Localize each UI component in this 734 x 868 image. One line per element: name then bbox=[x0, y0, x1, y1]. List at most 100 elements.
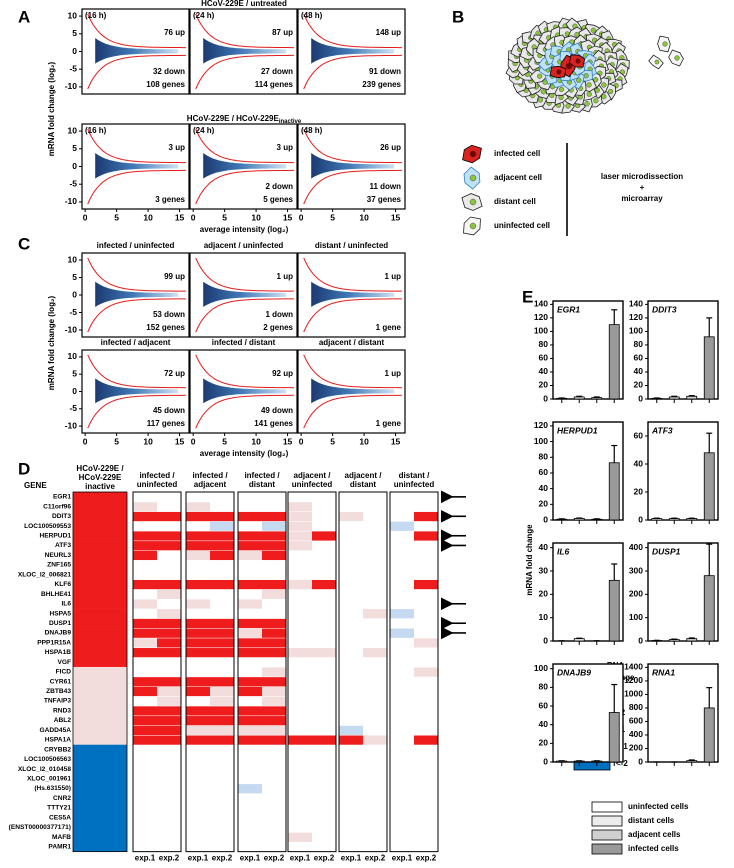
heat-cell bbox=[210, 813, 234, 823]
legend-label: infected cells bbox=[628, 844, 679, 853]
heat-cell bbox=[186, 511, 210, 522]
gene-count: 114 genes bbox=[255, 80, 294, 89]
heat-cell bbox=[390, 764, 414, 774]
group-frame bbox=[338, 491, 388, 853]
gene-label: LOC100509553 bbox=[24, 523, 71, 530]
y-tick-label: 10 bbox=[539, 612, 549, 622]
heat-cell bbox=[238, 618, 262, 629]
point-cloud bbox=[311, 378, 395, 404]
heat-cell bbox=[390, 774, 414, 784]
heat-cell bbox=[262, 725, 286, 735]
bar bbox=[608, 324, 620, 400]
heat-cell bbox=[210, 618, 234, 629]
cell-nucleus bbox=[586, 91, 592, 97]
threshold-curve bbox=[195, 128, 294, 164]
y-tick-label: 100 bbox=[534, 663, 548, 673]
heat-cell bbox=[238, 570, 262, 580]
heat-cell bbox=[238, 832, 262, 842]
heat-cell bbox=[73, 530, 127, 541]
heat-cell bbox=[157, 725, 181, 735]
y-tick-label: -5 bbox=[69, 403, 77, 413]
heat-cell bbox=[73, 676, 127, 687]
heat-cell bbox=[414, 550, 438, 561]
gene-label: NEURL3 bbox=[45, 552, 72, 559]
heat-cell bbox=[238, 677, 262, 687]
heat-cell bbox=[390, 648, 414, 658]
heat-cell bbox=[73, 822, 127, 833]
group-header: adjacent / bbox=[294, 471, 332, 480]
heat-cell bbox=[339, 560, 363, 570]
heat-cell bbox=[339, 521, 363, 531]
gene-label: ZNF165 bbox=[47, 562, 71, 569]
heat-cell bbox=[133, 784, 157, 794]
y-tick-label: 100 bbox=[629, 612, 643, 622]
gene-label: XLOC_001961 bbox=[27, 775, 71, 782]
y-tick-label: 0 bbox=[638, 635, 643, 645]
heat-cell bbox=[363, 716, 387, 726]
heat-cell bbox=[390, 803, 414, 813]
heat-cell bbox=[186, 521, 210, 531]
plot-frame bbox=[297, 8, 406, 95]
threshold-curve bbox=[195, 169, 294, 205]
y-axis-label: mRNA fold change bbox=[525, 524, 534, 596]
gene-label: HSPA1A bbox=[45, 737, 71, 744]
heat-cell bbox=[210, 550, 234, 561]
y-tick-label: 60 bbox=[634, 353, 644, 363]
heat-cell bbox=[133, 754, 157, 765]
heat-cell bbox=[390, 793, 414, 804]
x-tick-label: 0 bbox=[191, 212, 196, 222]
y-tick-label: 0 bbox=[543, 635, 548, 645]
cell-nucleus bbox=[662, 41, 668, 47]
gene-label: BHLHE41 bbox=[41, 591, 71, 598]
heat-cell bbox=[363, 502, 387, 512]
heat-cell bbox=[73, 705, 127, 716]
heat-cell bbox=[186, 657, 210, 667]
heat-cell bbox=[390, 589, 414, 599]
heat-cell bbox=[288, 521, 312, 531]
x-tick-label: 0 bbox=[191, 436, 196, 446]
gene-title: IL6 bbox=[557, 546, 570, 556]
heat-cell bbox=[157, 599, 181, 609]
gene-label: IL6 bbox=[61, 601, 71, 608]
heat-cell bbox=[238, 560, 262, 570]
heat-cell bbox=[390, 599, 414, 609]
heat-cell bbox=[363, 686, 387, 697]
heat-cell bbox=[339, 609, 363, 619]
heat-cell bbox=[312, 822, 336, 833]
heat-cell bbox=[339, 764, 363, 774]
exp-label: exp.2 bbox=[416, 854, 437, 863]
group-frame bbox=[287, 491, 337, 853]
heat-cell bbox=[339, 706, 363, 716]
up-count: 72 up bbox=[164, 369, 185, 378]
down-count: 91 down bbox=[369, 67, 401, 76]
cell-nucleus bbox=[674, 55, 680, 61]
heat-cell bbox=[339, 618, 363, 629]
heat-cell bbox=[262, 589, 286, 599]
down-count: 1 down bbox=[265, 310, 293, 319]
group-header: infected / bbox=[139, 471, 175, 480]
heat-cell bbox=[363, 492, 387, 502]
heat-cell bbox=[262, 745, 286, 755]
heat-cell bbox=[157, 638, 181, 648]
y-tick-label: 0 bbox=[638, 756, 643, 766]
heat-cell bbox=[133, 832, 157, 842]
panel-label: A bbox=[18, 7, 30, 26]
heat-cell bbox=[157, 822, 181, 833]
heat-cell bbox=[390, 686, 414, 697]
heat-cell bbox=[262, 774, 286, 784]
cell-nucleus bbox=[590, 27, 596, 33]
heat-cell bbox=[363, 541, 387, 551]
heat-cell bbox=[238, 531, 262, 541]
heat-cell bbox=[288, 667, 312, 677]
x-tick-label: 5 bbox=[330, 212, 335, 222]
heat-cell bbox=[288, 716, 312, 726]
heat-cell bbox=[210, 822, 234, 833]
heat-cell bbox=[339, 628, 363, 638]
gene-label: HERPUD1 bbox=[39, 532, 71, 539]
heat-cell bbox=[390, 550, 414, 561]
threshold-curve bbox=[87, 354, 186, 389]
method-label: microarray bbox=[621, 194, 663, 203]
heat-cell bbox=[157, 667, 181, 677]
heat-cell bbox=[414, 793, 438, 804]
